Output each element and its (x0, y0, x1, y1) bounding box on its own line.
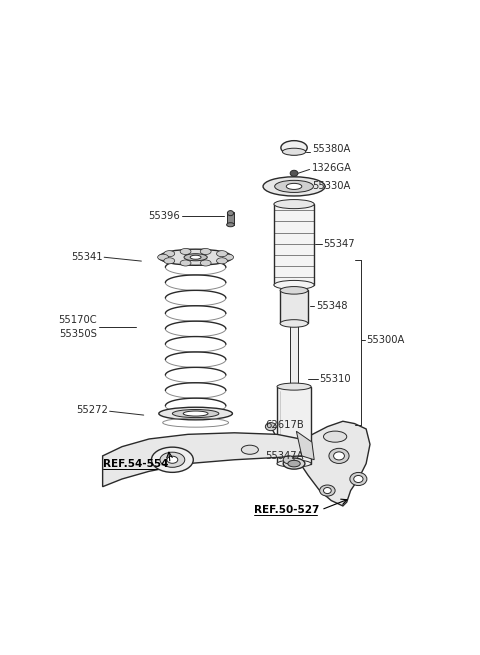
Ellipse shape (228, 211, 234, 215)
Ellipse shape (167, 457, 178, 463)
Text: 55396: 55396 (148, 211, 180, 221)
Bar (274, 204, 314, 285)
Text: 55300A: 55300A (366, 335, 405, 345)
Ellipse shape (324, 431, 347, 442)
Bar (280, 290, 308, 324)
Polygon shape (103, 433, 312, 487)
Ellipse shape (184, 253, 207, 261)
Ellipse shape (180, 260, 191, 266)
Ellipse shape (164, 251, 175, 257)
Ellipse shape (280, 287, 308, 294)
Ellipse shape (354, 476, 363, 483)
Ellipse shape (183, 411, 208, 416)
Text: REF.54-554: REF.54-554 (103, 458, 168, 468)
Ellipse shape (281, 141, 307, 155)
Ellipse shape (164, 258, 175, 264)
Text: 55341: 55341 (71, 252, 103, 262)
Ellipse shape (277, 460, 311, 467)
Text: 55347: 55347 (324, 239, 355, 249)
Ellipse shape (280, 320, 308, 328)
Ellipse shape (227, 223, 234, 227)
Ellipse shape (277, 383, 311, 390)
Ellipse shape (286, 183, 302, 189)
Bar (290, 324, 298, 413)
Ellipse shape (283, 458, 305, 469)
Ellipse shape (180, 248, 191, 255)
Ellipse shape (263, 177, 325, 196)
Ellipse shape (288, 460, 300, 467)
Ellipse shape (282, 148, 306, 155)
Ellipse shape (275, 180, 313, 193)
Ellipse shape (274, 200, 314, 209)
Text: 55347A: 55347A (265, 451, 304, 461)
Ellipse shape (172, 409, 219, 418)
Text: 55310: 55310 (320, 374, 351, 384)
Text: 55170C: 55170C (59, 314, 97, 325)
Text: 55272: 55272 (76, 405, 108, 415)
Bar (277, 386, 311, 464)
Text: 55348: 55348 (316, 301, 347, 310)
Ellipse shape (159, 407, 232, 420)
Text: 55380A: 55380A (312, 145, 350, 155)
Polygon shape (292, 421, 370, 506)
Ellipse shape (241, 445, 258, 455)
Ellipse shape (334, 452, 345, 460)
Text: 1326GA: 1326GA (312, 163, 352, 173)
Ellipse shape (216, 251, 228, 257)
Ellipse shape (320, 485, 335, 496)
Ellipse shape (283, 456, 294, 464)
Ellipse shape (152, 447, 193, 472)
Text: 62617B: 62617B (265, 420, 304, 430)
Ellipse shape (200, 260, 211, 266)
Ellipse shape (160, 452, 185, 467)
Ellipse shape (265, 422, 276, 431)
Ellipse shape (329, 448, 349, 464)
Ellipse shape (324, 487, 331, 494)
Ellipse shape (190, 255, 201, 259)
Polygon shape (296, 431, 314, 460)
Ellipse shape (157, 254, 168, 260)
Text: 55330A: 55330A (312, 181, 350, 191)
Ellipse shape (216, 258, 228, 264)
Ellipse shape (350, 472, 367, 485)
Ellipse shape (290, 170, 298, 176)
Ellipse shape (200, 248, 211, 255)
Bar (227, 212, 234, 225)
Ellipse shape (274, 280, 314, 290)
Text: 55350S: 55350S (60, 329, 97, 339)
Ellipse shape (223, 254, 234, 260)
Text: REF.50-527: REF.50-527 (254, 505, 319, 515)
Ellipse shape (159, 249, 232, 265)
